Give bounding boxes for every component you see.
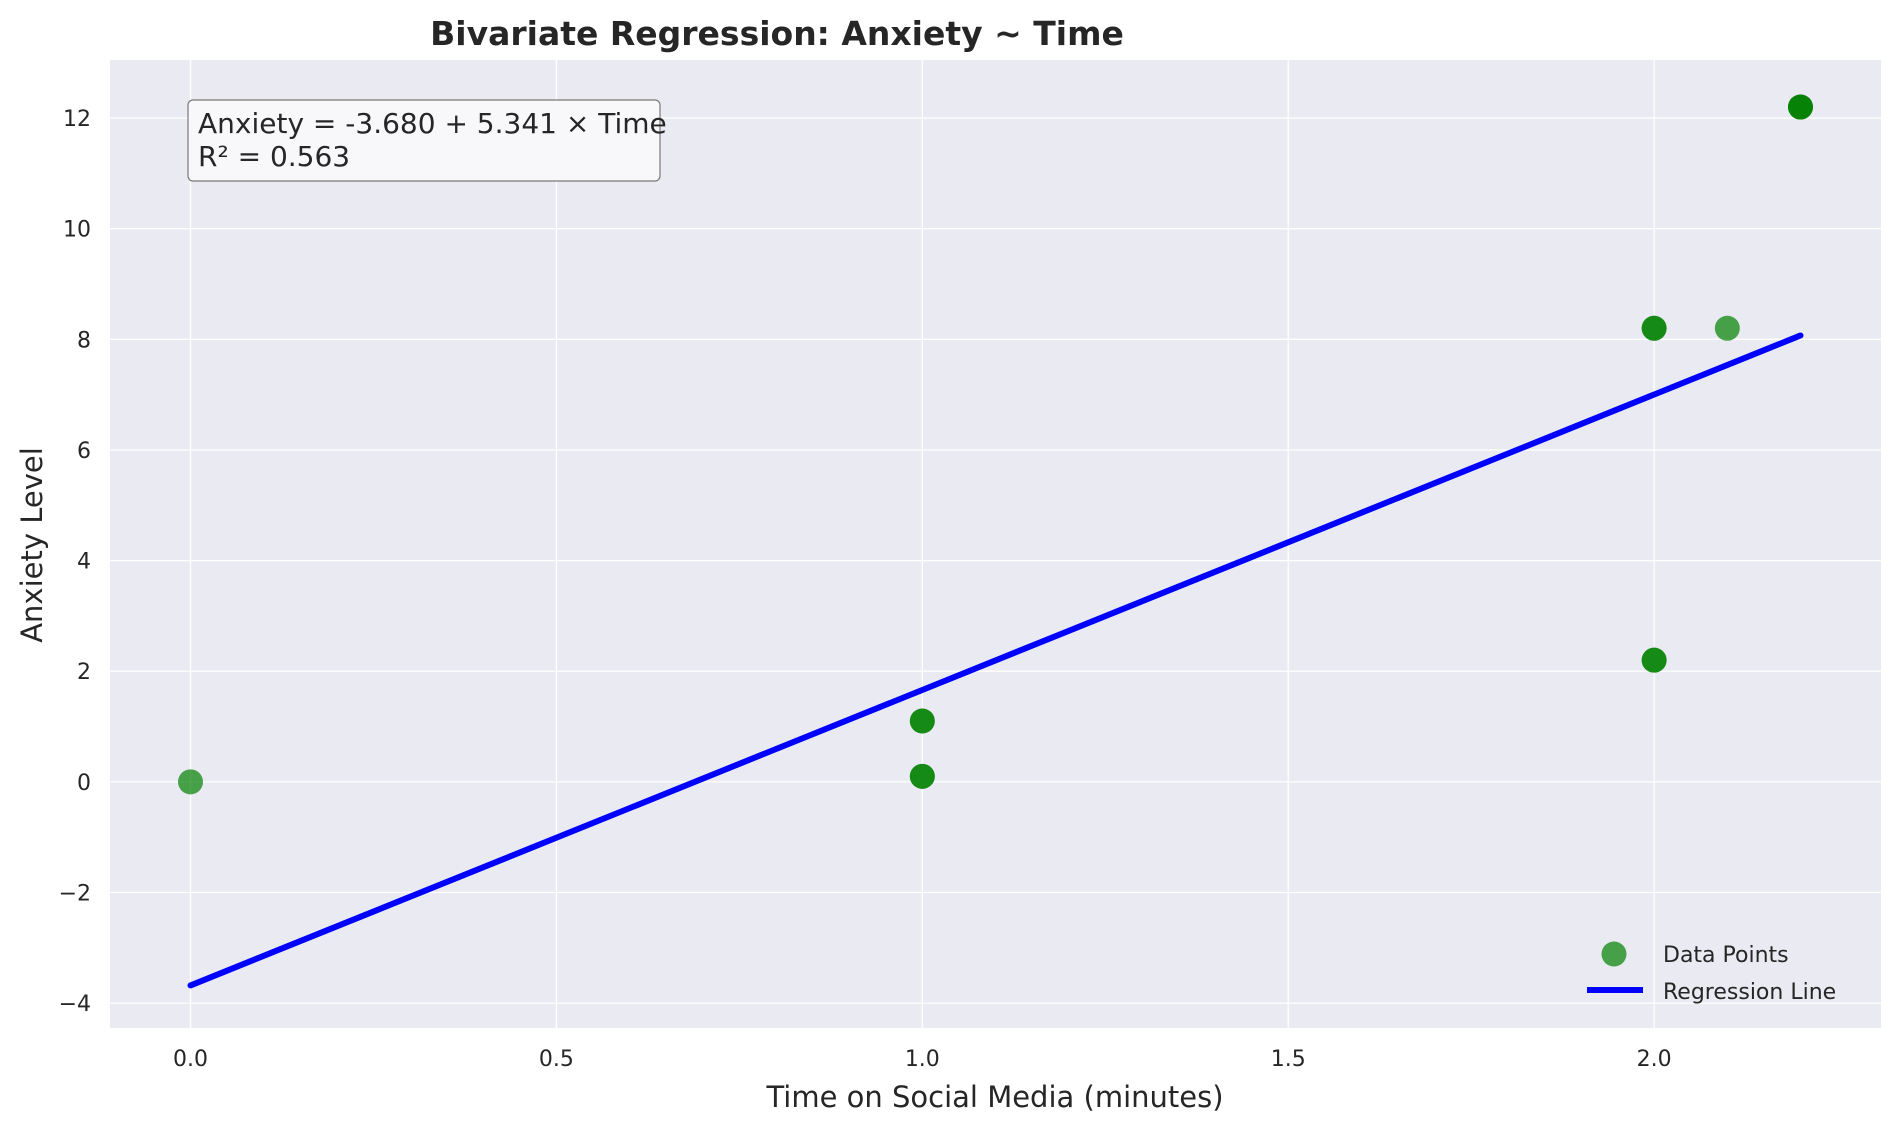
y-tick-label: 2 [77,660,91,685]
y-tick-label: 10 [63,218,91,243]
equation-annotation: Anxiety = -3.680 + 5.341 × Time R² = 0.5… [187,99,667,182]
y-tick-label: 8 [77,328,91,353]
x-tick-label: 0.0 [173,1047,208,1072]
grid-lines [110,60,1881,1028]
x-tick-label: 0.5 [539,1047,574,1072]
legend-label-regression-line: Regression Line [1663,980,1836,1005]
y-tick-label: −4 [59,992,91,1017]
legend: Data Points Regression Line [1587,941,1836,1005]
data-point [1641,647,1667,673]
annotation-equation: Anxiety = -3.680 + 5.341 × Time [198,107,667,140]
y-tick-label: 4 [77,550,91,575]
data-point [1788,94,1813,120]
data-point [178,769,203,795]
y-tick-label: −2 [59,881,91,906]
data-point [909,763,935,789]
x-tick-label: 2.0 [1637,1047,1672,1072]
data-point [1641,315,1667,341]
annotation-r-squared: R² = 0.563 [198,140,350,173]
legend-marker-data-points [1601,941,1627,967]
data-point [1714,315,1740,341]
x-tick-label: 1.5 [1271,1047,1306,1072]
x-tick-label: 1.0 [905,1047,940,1072]
y-tick-label: 12 [63,107,91,132]
x-axis-label: Time on Social Media (minutes) [765,1080,1223,1114]
y-axis-label: Anxiety Level [15,447,49,643]
chart-title: Bivariate Regression: Anxiety ~ Time [430,14,1124,53]
data-point [909,708,935,734]
plot-area [110,60,1881,1028]
legend-label-data-points: Data Points [1663,943,1789,968]
y-tick-label: 0 [77,771,91,796]
y-tick-label: 6 [77,439,91,464]
chart-marks [178,94,1813,989]
tick-labels: 0.0 0.5 1.0 1.5 2.0 −4 −2 0 2 4 6 8 10 12 [59,107,1672,1072]
annotation-box [187,99,661,182]
regression-line [187,332,1804,989]
